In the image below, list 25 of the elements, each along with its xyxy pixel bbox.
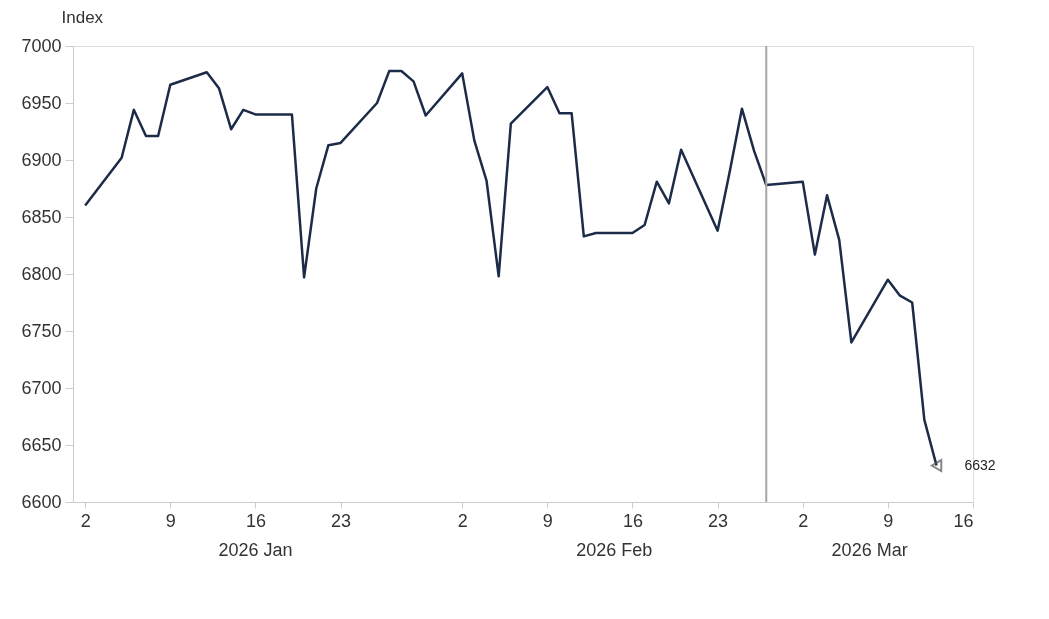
x-tick-label: 23: [708, 510, 729, 531]
y-axis-title: Index: [61, 7, 104, 27]
x-tick-label: 2: [798, 510, 809, 531]
y-tick-label: 6950: [21, 92, 62, 113]
x-tick-label: 16: [245, 510, 266, 531]
y-tick-label: 6750: [21, 320, 62, 341]
y-tick-label: 6650: [21, 434, 62, 455]
x-tick-label: 2: [457, 510, 468, 531]
x-tick-label: 9: [542, 510, 553, 531]
text: 2026 Jan: [218, 540, 293, 560]
y-tick-label: 6600: [21, 491, 62, 512]
text: 2026 Mar: [831, 540, 908, 560]
x-tick-label: 9: [165, 510, 176, 531]
y-tick-label: 6700: [21, 377, 62, 398]
x-tick-label: 16: [622, 510, 643, 531]
y-tick-label: 6900: [21, 149, 62, 170]
data-label: 6632: [964, 456, 996, 473]
x-tick-label: 9: [883, 510, 894, 531]
y-tick-label: 6800: [21, 263, 62, 284]
x-tick-label: 2: [80, 510, 91, 531]
y-tick-label: 7000: [21, 35, 62, 56]
text: 2026 Feb: [576, 540, 653, 560]
x-tick-label: 16: [953, 510, 974, 531]
x-tick-label: 23: [331, 510, 352, 531]
y-tick-label: 6850: [21, 206, 62, 227]
